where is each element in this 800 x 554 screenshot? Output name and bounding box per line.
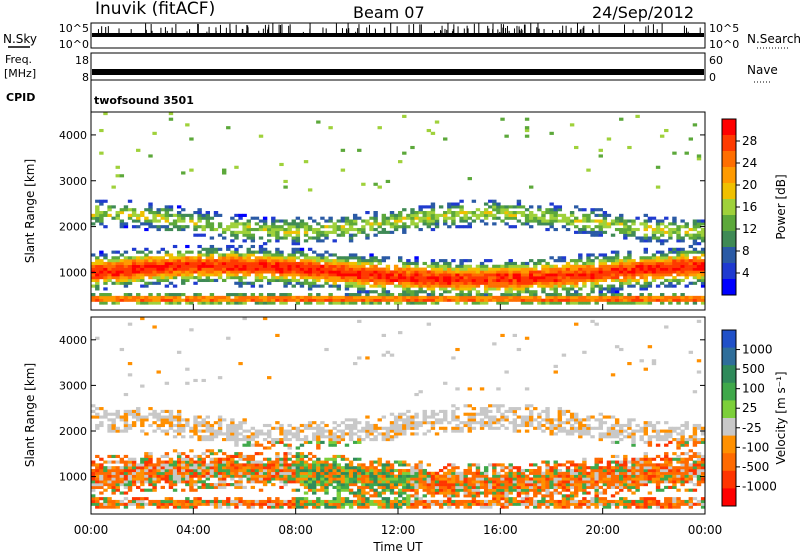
y-tick-label: 4000	[59, 334, 87, 347]
colorbar-tick-label: 4	[742, 266, 750, 280]
x-tick-label: 16:00	[483, 523, 518, 537]
cpid-value: twofsound 3501	[94, 94, 194, 107]
velocity-ylabel: Slant Range [km]	[23, 363, 37, 467]
power-panel: 1000 2000 3000 4000 Slant Range [km]	[23, 111, 706, 311]
nave-label: Nave	[747, 63, 778, 77]
nsky-tick-bottom: 10^0	[59, 38, 89, 51]
station-title: Inuvik (fitACF)	[95, 0, 215, 19]
beam-title: Beam 07	[353, 3, 425, 22]
x-tick-label: 04:00	[176, 523, 211, 537]
colorbar-tick-label: -100	[742, 440, 769, 454]
power-x-ticks	[90, 304, 706, 310]
date-title: 24/Sep/2012	[592, 3, 694, 22]
nsearch-label: N.Search	[747, 32, 800, 46]
colorbar-tick-label: 24	[742, 156, 757, 170]
colorbar-tick-label: 20	[742, 178, 757, 192]
y-tick-label: 1000	[59, 266, 87, 279]
x-tick-label: 20:00	[585, 523, 620, 537]
colorbar-tick-label: 100	[742, 382, 765, 396]
freq-tick-bottom: 8	[82, 71, 89, 84]
freq-unit-label: [MHz]	[4, 67, 36, 80]
nsky-panel: N.Sky 10^5 10^0 10^5 10^0 N.Search	[3, 22, 800, 51]
y-tick-label: 3000	[59, 175, 87, 188]
x-tick-label: 12:00	[381, 523, 416, 537]
freq-panel: Freq. [MHz] 18 8 60 0 Nave	[4, 52, 778, 84]
x-tick-label: 00:00	[74, 523, 109, 537]
nsky-trace	[92, 23, 704, 37]
power-heatmap	[91, 112, 706, 305]
nsearch-tick-top: 10^5	[709, 22, 739, 35]
nsky-label: N.Sky	[3, 32, 37, 46]
colorbar-tick-label: 8	[742, 244, 750, 258]
velocity-x-axis: 00:00 04:00 08:00 12:00 16:00 20:00 00:00	[74, 508, 723, 537]
freq-tick-top: 18	[75, 54, 89, 67]
y-tick-label: 2000	[59, 221, 87, 234]
nave-tick-bottom: 0	[709, 71, 716, 84]
velocity-colorbar: 1000 500 100 25 -25 -100 -500 -1000 Velocity [m…	[721, 329, 788, 507]
colorbar-tick-label: -25	[742, 421, 762, 435]
nave-tick-top: 60	[709, 54, 723, 67]
y-tick-label: 2000	[59, 425, 87, 438]
power-colorbar: 28 24 20 16 12 8 4 Power [dB]	[721, 118, 788, 296]
velocity-y-axis: 1000 2000 3000 4000	[59, 334, 705, 484]
colorbar-tick-label: 28	[742, 134, 757, 148]
colorbar-tick-label: 16	[742, 200, 757, 214]
freq-label: Freq.	[5, 53, 32, 66]
nsky-tick-top: 10^5	[59, 22, 89, 35]
y-tick-label: 3000	[59, 379, 87, 392]
power-colorbar-label: Power [dB]	[774, 174, 788, 239]
colorbar-tick-label: 25	[742, 401, 757, 415]
nsearch-tick-bottom: 10^0	[709, 38, 739, 51]
velocity-colorbar-label: Velocity [m s⁻¹]	[774, 371, 788, 464]
x-tick-label: 00:00	[688, 523, 723, 537]
time-axis-label: Time UT	[372, 540, 423, 554]
colorbar-tick-label: -1000	[742, 479, 777, 493]
colorbar-tick-label: 12	[742, 222, 757, 236]
cpid-label: CPID	[6, 91, 35, 104]
cpid-panel: CPID twofsound 3501	[6, 80, 194, 112]
colorbar-tick-label: 1000	[742, 343, 773, 357]
power-y-axis: 1000 2000 3000 4000	[59, 129, 705, 279]
freq-trace	[92, 69, 704, 75]
colorbar-tick-label: 500	[742, 362, 765, 376]
x-tick-label: 08:00	[278, 523, 313, 537]
power-ylabel: Slant Range [km]	[23, 159, 37, 263]
velocity-panel: 1000 2000 3000 4000 00:00 04:00 08:00 12:00 16:…	[23, 316, 723, 554]
colorbar-tick-label: -500	[742, 460, 769, 474]
y-tick-label: 1000	[59, 471, 87, 484]
y-tick-label: 4000	[59, 129, 87, 142]
velocity-heatmap	[91, 317, 706, 509]
